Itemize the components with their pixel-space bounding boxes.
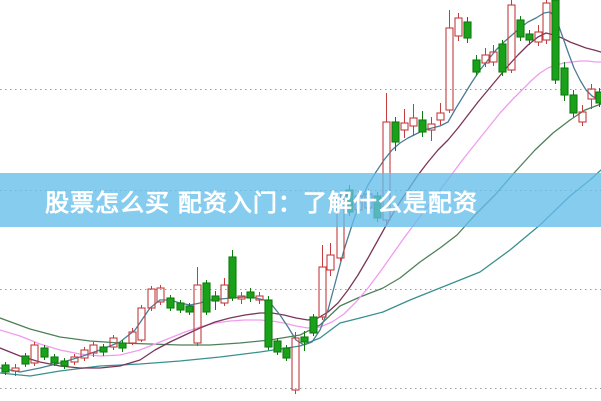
headline-banner: 股票怎么买 配资入门：了解什么是配资 [0,173,601,227]
headline-text: 股票怎么买 配资入门：了解什么是配资 [45,189,478,217]
